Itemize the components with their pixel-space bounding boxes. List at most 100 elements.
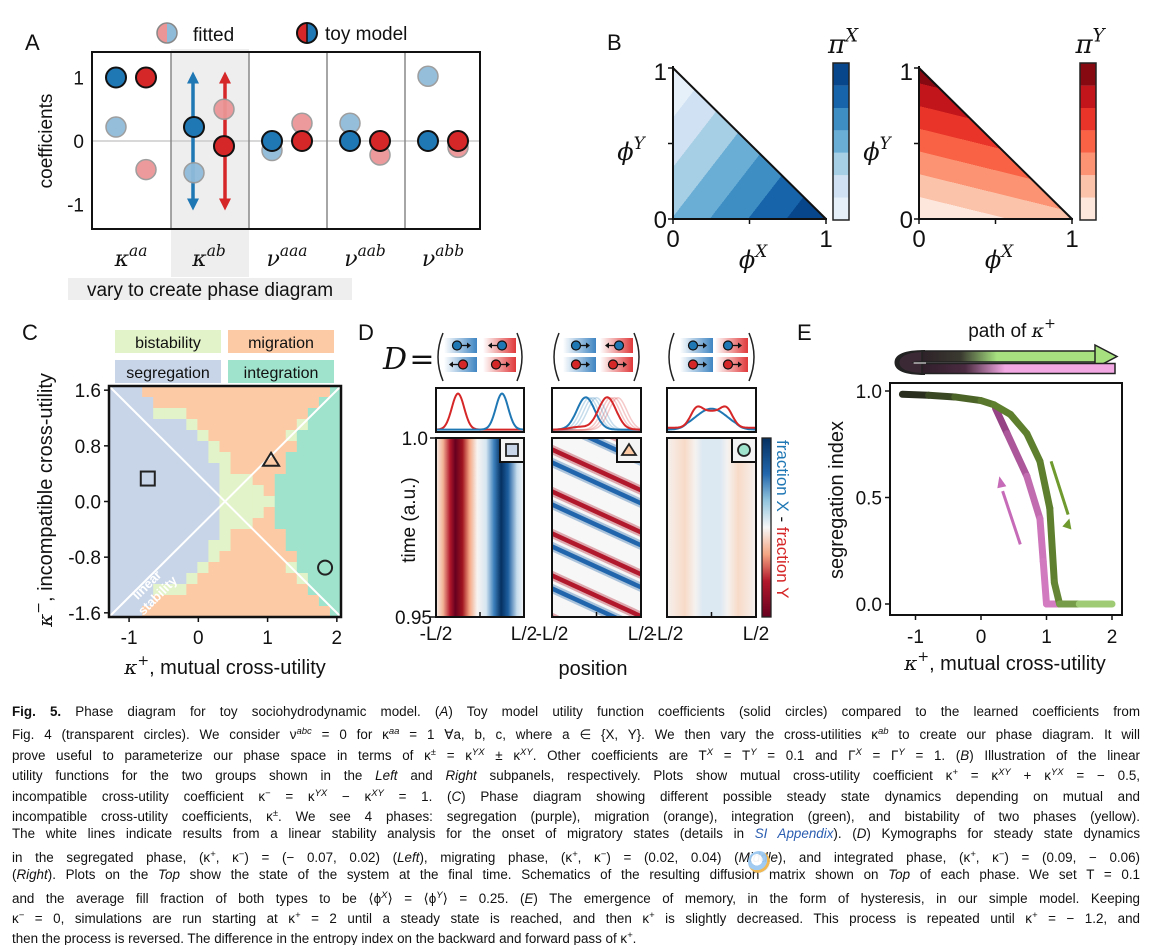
math-superscript: ab [207, 242, 226, 260]
forward-direction-arrow [1049, 460, 1070, 515]
y-axis-label: ϕY [617, 133, 646, 166]
particle-icon [613, 340, 625, 351]
phase-cell-integration [296, 430, 309, 442]
phase-cell-segregation [131, 452, 143, 464]
panel-label: B [607, 30, 622, 55]
phase-cell-migration [274, 529, 287, 541]
phase-cell-bistability [219, 474, 232, 486]
phase-cell-migration [186, 606, 198, 618]
banner-text: path of [968, 321, 1031, 342]
caption-text: κ [12, 910, 19, 926]
phase-cell-migration [219, 441, 232, 453]
colorbar-segment [1080, 63, 1096, 86]
phase-cell-integration [307, 463, 320, 475]
phase-cell-bistability [219, 518, 232, 530]
toy-point-y [213, 135, 235, 158]
math-superscript: Y [1093, 25, 1107, 46]
phase-cell-integration [318, 573, 331, 585]
phase-cell-migration [208, 584, 221, 596]
phase-cell-segregation [186, 496, 198, 508]
y-axis-label: coefficients [36, 94, 57, 189]
phase-cell-migration [274, 430, 287, 442]
forward-pass-line [1036, 457, 1054, 512]
phase-cell-migration [175, 386, 187, 398]
x-tick-label: 0 [912, 226, 925, 253]
phase-cell-integration [307, 518, 320, 530]
phase-cell-migration [175, 397, 187, 409]
fitted-point-x [417, 65, 439, 87]
phase-cell-migration [164, 386, 176, 398]
caption-text: and the average fill fraction of both ty… [12, 890, 382, 906]
math-superscript: + [137, 653, 149, 669]
phase-cell-segregation [153, 485, 165, 497]
profile-trail [552, 397, 642, 431]
caption-text: , κ [975, 849, 999, 865]
caption-text: − [998, 848, 1005, 860]
kymograph-segregation [436, 438, 524, 617]
phase-cell-migration [252, 452, 265, 464]
floating-assistant-icon[interactable] [748, 851, 770, 873]
phase-cell-migration [263, 507, 276, 519]
colorbar-label-y: fraction Y [773, 527, 792, 599]
phase-cell-segregation [131, 529, 143, 541]
si-appendix-link[interactable]: SI Appendix [754, 826, 834, 842]
phase-cell-migration [285, 584, 298, 596]
y-tick-label: 1.0 [402, 429, 428, 450]
phase-cell-integration [329, 397, 342, 409]
caption-text: ± [430, 746, 436, 758]
phase-cell-integration [329, 507, 342, 519]
caption-text: Top [888, 867, 911, 883]
plot-frame [91, 51, 481, 230]
phase-cell-bistability [208, 441, 221, 453]
toy-point-x [339, 130, 361, 152]
phase-cell-migration [241, 573, 254, 585]
phase-cell-segregation [120, 551, 132, 563]
phase-cell-segregation [120, 408, 132, 420]
phase-cell-migration [186, 386, 198, 398]
forward-pass-line [898, 390, 933, 399]
math-superscript: X [843, 25, 859, 46]
caption-text: + [627, 930, 633, 942]
arrow-right-icon [703, 361, 707, 368]
toy-legend-icon [307, 23, 317, 43]
left-parenthesis [437, 332, 444, 382]
math-base: π [1074, 30, 1093, 60]
forward-pass-line [925, 391, 959, 401]
phase-cell-segregation [120, 529, 132, 541]
phase-cell-integration [296, 518, 309, 530]
phase-cell-migration [263, 595, 276, 607]
caption-text: = − 0.5, [1063, 768, 1140, 784]
phase-cell-segregation [120, 452, 132, 464]
phase-cell-migration [241, 606, 254, 618]
phase-cell-segregation [142, 540, 154, 552]
phase-cell-segregation [164, 540, 176, 552]
y-tick-label: 1.0 [856, 382, 882, 403]
phase-cell-segregation [142, 441, 154, 453]
phase-cell-migration [285, 419, 298, 431]
density-profile [436, 392, 525, 431]
math-base: κ [33, 614, 57, 628]
caption-text: = T [713, 747, 751, 763]
x-tick-label: 0 [976, 627, 987, 648]
phase-cell-segregation [142, 474, 154, 486]
x-tick-label: -1 [907, 627, 924, 648]
phase-cell-bistability [208, 452, 221, 464]
particle-icon [451, 340, 463, 351]
panel-label: A [25, 30, 40, 55]
y-tick-label: 0.8 [75, 437, 101, 458]
phase-cell-segregation [131, 496, 143, 508]
phase-cell-migration [252, 540, 265, 552]
caption-line: Fig. 5. Phase diagram for toy sociohydro… [12, 702, 1140, 722]
phase-cell-bistability [153, 584, 165, 596]
colorbar-segment [833, 85, 849, 108]
phase-cell-integration [329, 419, 342, 431]
phase-cell-integration [329, 474, 342, 486]
phase-cell-integration [285, 518, 298, 530]
phase-cell-integration [285, 474, 298, 486]
phase-cell-segregation [120, 496, 132, 508]
math-superscript: X [999, 241, 1014, 261]
profile-trail [552, 397, 642, 431]
caption-text: Left [375, 768, 398, 784]
caption-text: + [649, 909, 655, 921]
